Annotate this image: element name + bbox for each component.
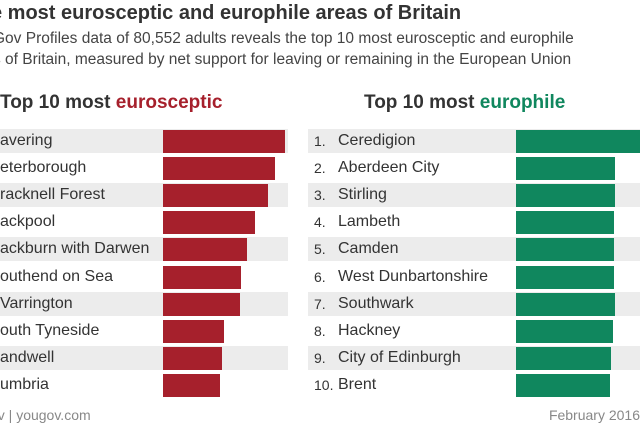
rank-label: 5.: [314, 241, 326, 258]
category-label: Lambeth: [338, 213, 401, 231]
category-label: Varrington: [0, 294, 73, 312]
subtitle-line-2: s of Britain, measured by net support fo…: [0, 51, 572, 68]
table-row: 3. Stirling: [308, 183, 640, 208]
category-label: City of Edinburgh: [338, 348, 461, 366]
subtitle-line-1: Gov Profiles data of 80,552 adults revea…: [0, 30, 574, 47]
data-bar: [163, 265, 242, 289]
category-label: Stirling: [338, 186, 387, 204]
rank-label: 3.: [314, 187, 326, 204]
rank-label: 9.: [314, 349, 326, 366]
data-bar: [516, 157, 616, 181]
rank-label: 8.: [314, 322, 326, 339]
table-row: avering: [0, 129, 288, 153]
eurosceptic-panel-title: Top 10 most eurosceptic: [0, 92, 222, 114]
table-row: racknell Forest: [0, 183, 288, 208]
rank-label: 1.: [314, 133, 326, 149]
europhile-title-accent: europhile: [479, 92, 566, 113]
category-label: West Dunbartonshire: [338, 267, 488, 285]
date-footer: February 2016: [548, 407, 640, 423]
category-label: Southwark: [338, 294, 414, 312]
data-bar: [516, 319, 613, 343]
rank-label: 6.: [314, 268, 326, 285]
data-bar: [516, 238, 614, 262]
data-bar: [163, 130, 285, 153]
data-bar: [163, 319, 224, 343]
category-label: eterborough: [0, 159, 87, 177]
table-row: 4. Lambeth: [308, 210, 640, 235]
data-bar: [516, 211, 614, 235]
table-row: 7. Southwark: [308, 291, 640, 316]
category-label: umbria: [0, 375, 49, 393]
rank-label: 10.: [314, 376, 334, 393]
category-label: Hackney: [338, 321, 401, 339]
table-row: 5. Camden: [308, 237, 640, 262]
table-row: outhend on Sea: [0, 265, 288, 289]
eurosceptic-title-prefix: Top 10 most: [0, 92, 116, 113]
table-row: umbria: [0, 373, 288, 397]
table-row: eterborough: [0, 156, 288, 181]
category-label: Ceredigion: [338, 132, 416, 149]
data-bar: [516, 184, 616, 208]
category-label: Aberdeen City: [338, 159, 440, 177]
table-row: 9. City of Edinburgh: [308, 345, 640, 370]
category-label: outh Tyneside: [0, 321, 100, 339]
data-bar: [163, 346, 222, 370]
data-bar: [163, 292, 240, 316]
data-bar: [516, 373, 611, 397]
data-bar: [163, 184, 268, 208]
table-row: 10. Brent: [308, 373, 640, 397]
table-row: ackburn with Darwen: [0, 237, 288, 262]
data-bar: [516, 346, 612, 370]
rank-label: 4.: [314, 214, 326, 231]
table-row: Varrington: [0, 291, 288, 316]
table-row: andwell: [0, 345, 288, 370]
data-bar: [516, 130, 640, 153]
table-row: ackpool: [0, 210, 288, 235]
data-bar: [516, 292, 616, 316]
category-label: Brent: [338, 375, 377, 393]
europhile-panel-title: Top 10 most europhile: [364, 92, 565, 114]
europhile-title-prefix: Top 10 most: [364, 92, 480, 113]
data-bar: [163, 157, 276, 181]
category-label: racknell Forest: [0, 186, 105, 204]
source-footer: ov | yougov.com: [0, 407, 91, 423]
category-label: ackpool: [0, 213, 56, 231]
chart-title: e most eurosceptic and europhile areas o…: [0, 2, 462, 24]
table-row: 1. Ceredigion: [308, 129, 640, 153]
eurosceptic-title-accent: eurosceptic: [115, 92, 223, 113]
category-label: outhend on Sea: [0, 267, 113, 285]
data-bar: [516, 265, 614, 289]
category-label: Camden: [338, 240, 399, 258]
category-label: andwell: [0, 348, 55, 366]
data-bar: [163, 373, 221, 397]
table-row: 2. Aberdeen City: [308, 156, 640, 181]
rank-label: 2.: [314, 160, 326, 177]
table-row: 6. West Dunbartonshire: [308, 265, 640, 289]
data-bar: [163, 238, 248, 262]
table-row: 8. Hackney: [308, 319, 640, 343]
data-bar: [163, 211, 255, 235]
table-row: outh Tyneside: [0, 319, 288, 343]
category-label: ackburn with Darwen: [0, 240, 150, 258]
rank-label: 7.: [314, 295, 326, 312]
category-label: avering: [0, 132, 53, 149]
